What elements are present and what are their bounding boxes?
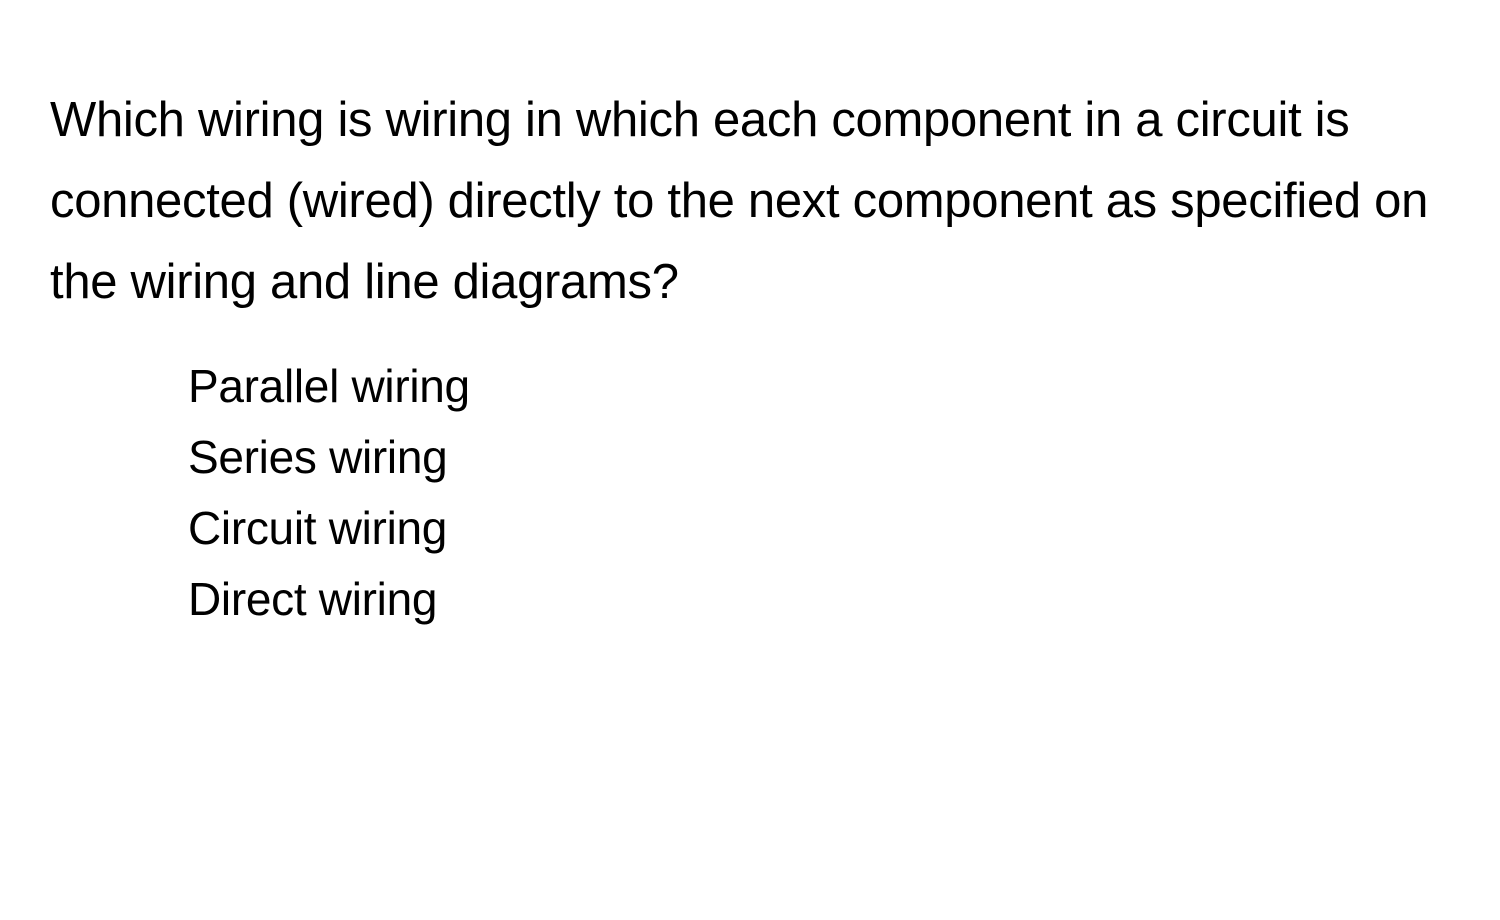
options-list: Parallel wiring Series wiring Circuit wi… <box>50 351 1450 636</box>
option-item: Series wiring <box>188 422 1450 493</box>
question-text: Which wiring is wiring in which each com… <box>50 80 1450 323</box>
option-item: Direct wiring <box>188 564 1450 635</box>
option-item: Parallel wiring <box>188 351 1450 422</box>
option-item: Circuit wiring <box>188 493 1450 564</box>
